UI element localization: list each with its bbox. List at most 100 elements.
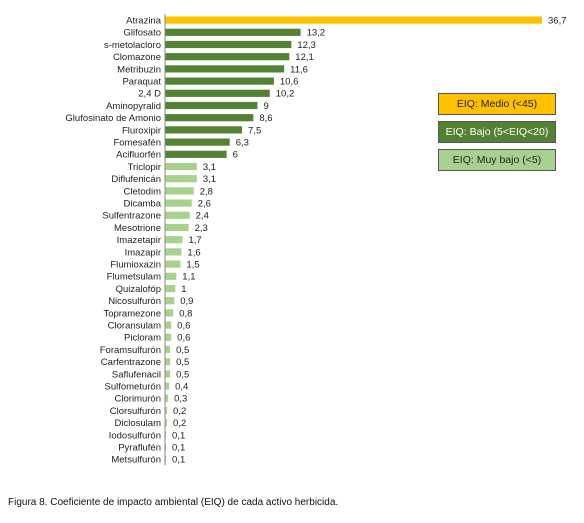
data-label: 2,3 bbox=[195, 223, 208, 234]
bar bbox=[165, 65, 285, 73]
category-label: Nicosulfurón bbox=[108, 296, 161, 307]
bar bbox=[165, 358, 171, 366]
bar bbox=[165, 260, 181, 268]
data-label: 1,6 bbox=[187, 247, 200, 258]
category-label: Clomazone bbox=[113, 52, 161, 63]
bar bbox=[165, 333, 172, 341]
category-label: Triclopir bbox=[128, 162, 161, 173]
category-label: Pyraflufén bbox=[118, 443, 161, 454]
category-label: Paraquat bbox=[122, 77, 161, 88]
legend-item-muy-bajo: EIQ: Muy bajo (<5) bbox=[438, 149, 556, 171]
bar bbox=[165, 345, 171, 354]
data-label: 7,5 bbox=[248, 125, 261, 136]
data-label: 0,1 bbox=[172, 455, 185, 466]
category-label: Imazapir bbox=[125, 247, 161, 258]
category-label: Clorsulfurón bbox=[110, 406, 161, 417]
bar bbox=[165, 272, 177, 280]
bar bbox=[165, 16, 542, 24]
data-label: 0,2 bbox=[173, 406, 186, 417]
bar bbox=[165, 248, 182, 256]
category-label: Dicamba bbox=[124, 199, 162, 210]
data-label: 0,5 bbox=[176, 345, 189, 356]
category-label: Flumetsulam bbox=[107, 272, 161, 283]
data-label: 0,6 bbox=[177, 333, 190, 344]
data-label: 10,6 bbox=[280, 77, 299, 88]
category-label: Mesotrione bbox=[114, 223, 161, 234]
data-label: 11,6 bbox=[290, 64, 308, 75]
bar bbox=[165, 394, 169, 402]
data-label: 0,1 bbox=[172, 443, 185, 454]
category-label: Diflufenicán bbox=[111, 174, 161, 185]
category-label: Quizalofóp bbox=[116, 284, 161, 295]
category-label: Sulfentrazone bbox=[102, 211, 161, 222]
category-label: Fomesafén bbox=[113, 138, 161, 149]
legend-item-medio: EIQ: Medio (<45) bbox=[438, 93, 556, 115]
category-label: Metsulfurón bbox=[111, 455, 161, 466]
bar bbox=[165, 126, 243, 134]
data-label: 6,3 bbox=[236, 138, 249, 149]
category-label: Imazetapir bbox=[117, 235, 161, 246]
legend-label-medio: EIQ: Medio (<45) bbox=[456, 98, 538, 110]
data-label: 0,5 bbox=[176, 369, 189, 380]
category-label: Cloransulam bbox=[108, 321, 161, 332]
bar bbox=[165, 175, 197, 183]
data-label: 2,4 bbox=[196, 211, 209, 222]
bar bbox=[165, 89, 270, 97]
bar bbox=[165, 150, 227, 158]
bar bbox=[165, 406, 168, 415]
legend-label-bajo: EIQ: Bajo (5<EIQ<20) bbox=[445, 126, 549, 138]
category-label: Glifosato bbox=[124, 28, 162, 39]
bar bbox=[165, 223, 189, 232]
data-label: 0,8 bbox=[179, 308, 192, 319]
category-label: Diclosulam bbox=[115, 418, 162, 429]
category-label: Glufosinato de Amonio bbox=[65, 113, 161, 124]
data-label: 12,1 bbox=[295, 52, 314, 63]
data-label: 12,3 bbox=[297, 40, 316, 51]
data-label: 0,4 bbox=[175, 382, 188, 393]
data-label: 3,1 bbox=[203, 162, 216, 173]
data-label: 1,1 bbox=[182, 272, 195, 283]
bar bbox=[165, 443, 167, 451]
bar bbox=[165, 455, 167, 463]
data-label: 1,5 bbox=[186, 260, 199, 271]
bar bbox=[165, 187, 194, 195]
bar bbox=[165, 114, 254, 122]
data-label: 13,2 bbox=[307, 28, 326, 39]
category-label: Acifluorfén bbox=[116, 150, 161, 161]
bar bbox=[165, 419, 168, 427]
data-label: 8,6 bbox=[259, 113, 272, 124]
bar bbox=[165, 28, 301, 36]
data-label: 0,5 bbox=[176, 357, 189, 368]
bar bbox=[165, 40, 292, 49]
bar bbox=[165, 382, 170, 390]
category-label: Clorimurón bbox=[115, 394, 161, 405]
bar bbox=[165, 101, 258, 110]
data-label: 2,8 bbox=[200, 186, 213, 197]
category-label: Atrazina bbox=[126, 16, 162, 27]
category-label: Fluroxipir bbox=[122, 125, 161, 136]
data-label: 6 bbox=[233, 150, 238, 161]
bar bbox=[165, 53, 290, 61]
category-label: Aminopyralid bbox=[106, 101, 161, 112]
category-label: Carfentrazone bbox=[101, 357, 161, 368]
category-label: Picloram bbox=[124, 333, 161, 344]
figure-caption: Figura 8. Coeficiente de impacto ambient… bbox=[8, 497, 339, 508]
data-label: 0,1 bbox=[172, 430, 185, 441]
category-label: Sulfometurón bbox=[104, 382, 161, 393]
category-label: Flumioxazin bbox=[110, 260, 161, 271]
bar bbox=[165, 211, 190, 219]
category-label: Saflufenacil bbox=[112, 369, 161, 380]
bar bbox=[165, 321, 172, 329]
category-label: 2,4 D bbox=[138, 89, 161, 100]
data-label: 0,9 bbox=[180, 296, 193, 307]
bar bbox=[165, 284, 176, 293]
bar bbox=[165, 77, 274, 85]
bar bbox=[165, 309, 174, 317]
legend-label-muy-bajo: EIQ: Muy bajo (<5) bbox=[452, 154, 542, 166]
category-label: Iodosulfurón bbox=[109, 430, 161, 441]
bar bbox=[165, 199, 192, 207]
bar bbox=[165, 138, 230, 146]
data-label: 2,6 bbox=[198, 199, 211, 210]
category-label: s-metolacloro bbox=[104, 40, 161, 51]
